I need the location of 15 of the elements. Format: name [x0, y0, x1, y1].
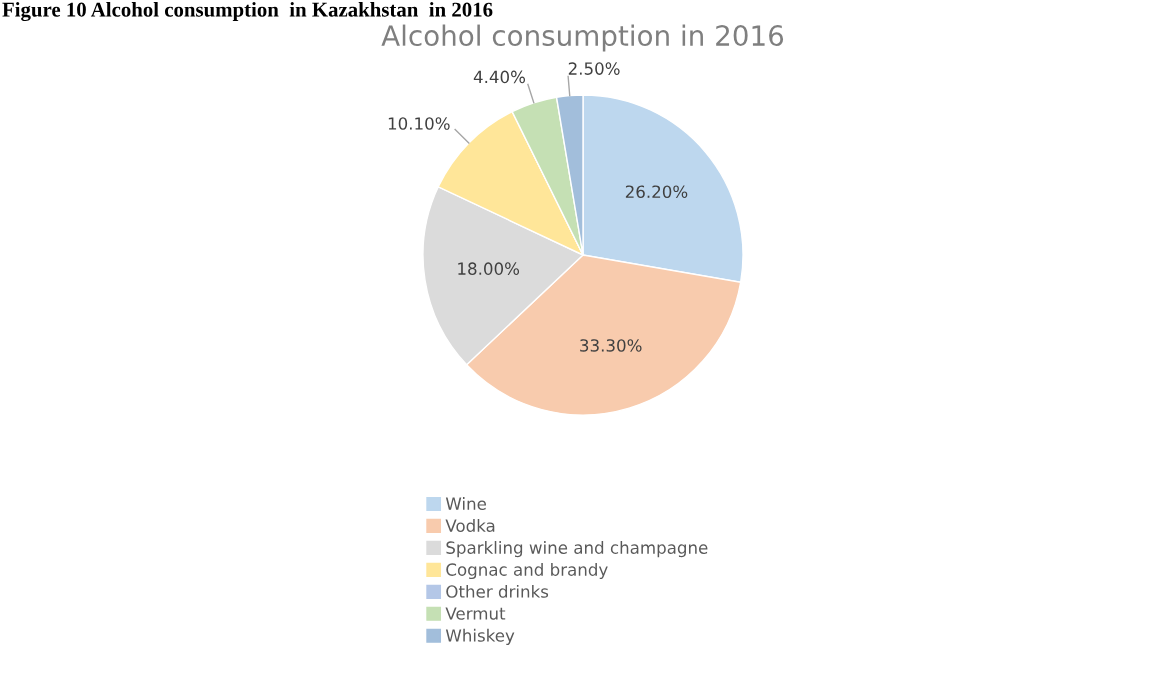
- data-label: 18.00%: [458, 262, 520, 275]
- legend-label: Sparkling wine and champagne: [446, 541, 708, 558]
- legend-label: Cognac and brandy: [446, 562, 608, 580]
- data-label: 26.20%: [625, 185, 688, 199]
- legend-label: Vodka: [445, 519, 495, 532]
- caption: Figure 10 Alcohol consumption in Kazakhstan in 2016: [2, 2, 493, 22]
- legend-label: Other drinks: [446, 584, 549, 598]
- legend-label: Vermut: [445, 607, 506, 620]
- legend-label: Whiskey: [445, 628, 515, 645]
- data-label: 33.30%: [580, 339, 642, 352]
- data-label: 4.40%: [473, 70, 526, 84]
- data-label: 10.10%: [388, 117, 450, 130]
- legend-label: Wine: [445, 497, 486, 510]
- chart-title: Alcohol consumption in 2016: [381, 24, 784, 52]
- data-label: 2.50%: [568, 62, 620, 75]
